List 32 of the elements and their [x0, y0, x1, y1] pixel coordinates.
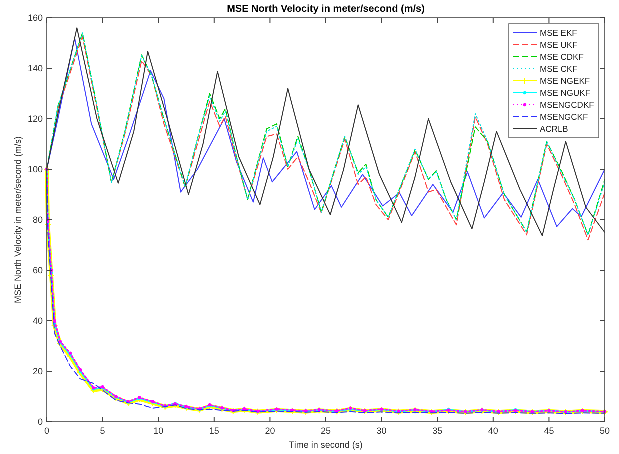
y-tick-label: 40 [32, 316, 43, 326]
y-tick-label: 160 [28, 13, 43, 23]
x-tick-label: 30 [376, 426, 387, 436]
legend-label: MSE UKF [540, 40, 578, 50]
legend-label: MSE CKF [540, 64, 578, 74]
y-tick-label: 120 [28, 114, 43, 124]
legend-label: MSENGCDKF [540, 100, 594, 110]
chart-title: MSE North Velocity in meter/second (m/s) [227, 4, 425, 15]
y-tick-label: 20 [32, 366, 43, 376]
legend-label: MSE CDKF [540, 52, 584, 62]
x-tick-label: 0 [44, 426, 50, 436]
x-tick-label: 5 [100, 426, 106, 436]
x-tick-label: 20 [265, 426, 276, 436]
y-axis-title: MSE North Velocity in meter/second (m/s) [13, 136, 23, 304]
x-tick-label: 45 [544, 426, 554, 436]
legend-label: MSE EKF [540, 28, 578, 38]
legend-label: MSE NGUKF [540, 88, 591, 98]
x-tick-label: 35 [432, 426, 443, 436]
x-tick-label: 40 [488, 426, 498, 436]
x-axis-title: Time in second (s) [289, 440, 363, 450]
y-tick-label: 60 [32, 266, 43, 276]
y-tick-label: 80 [32, 215, 43, 225]
x-tick-label: 50 [600, 426, 610, 436]
legend-label: ACRLB [540, 124, 569, 134]
x-tick-label: 25 [320, 426, 332, 436]
y-tick-label: 140 [28, 64, 43, 74]
legend-label: MSENGCKF [540, 112, 588, 122]
legend-label: MSE NGEKF [540, 76, 590, 86]
y-tick-label: 0 [38, 417, 43, 427]
x-tick-label: 15 [209, 426, 220, 436]
x-tick-label: 10 [154, 426, 164, 436]
y-tick-label: 100 [28, 164, 43, 174]
